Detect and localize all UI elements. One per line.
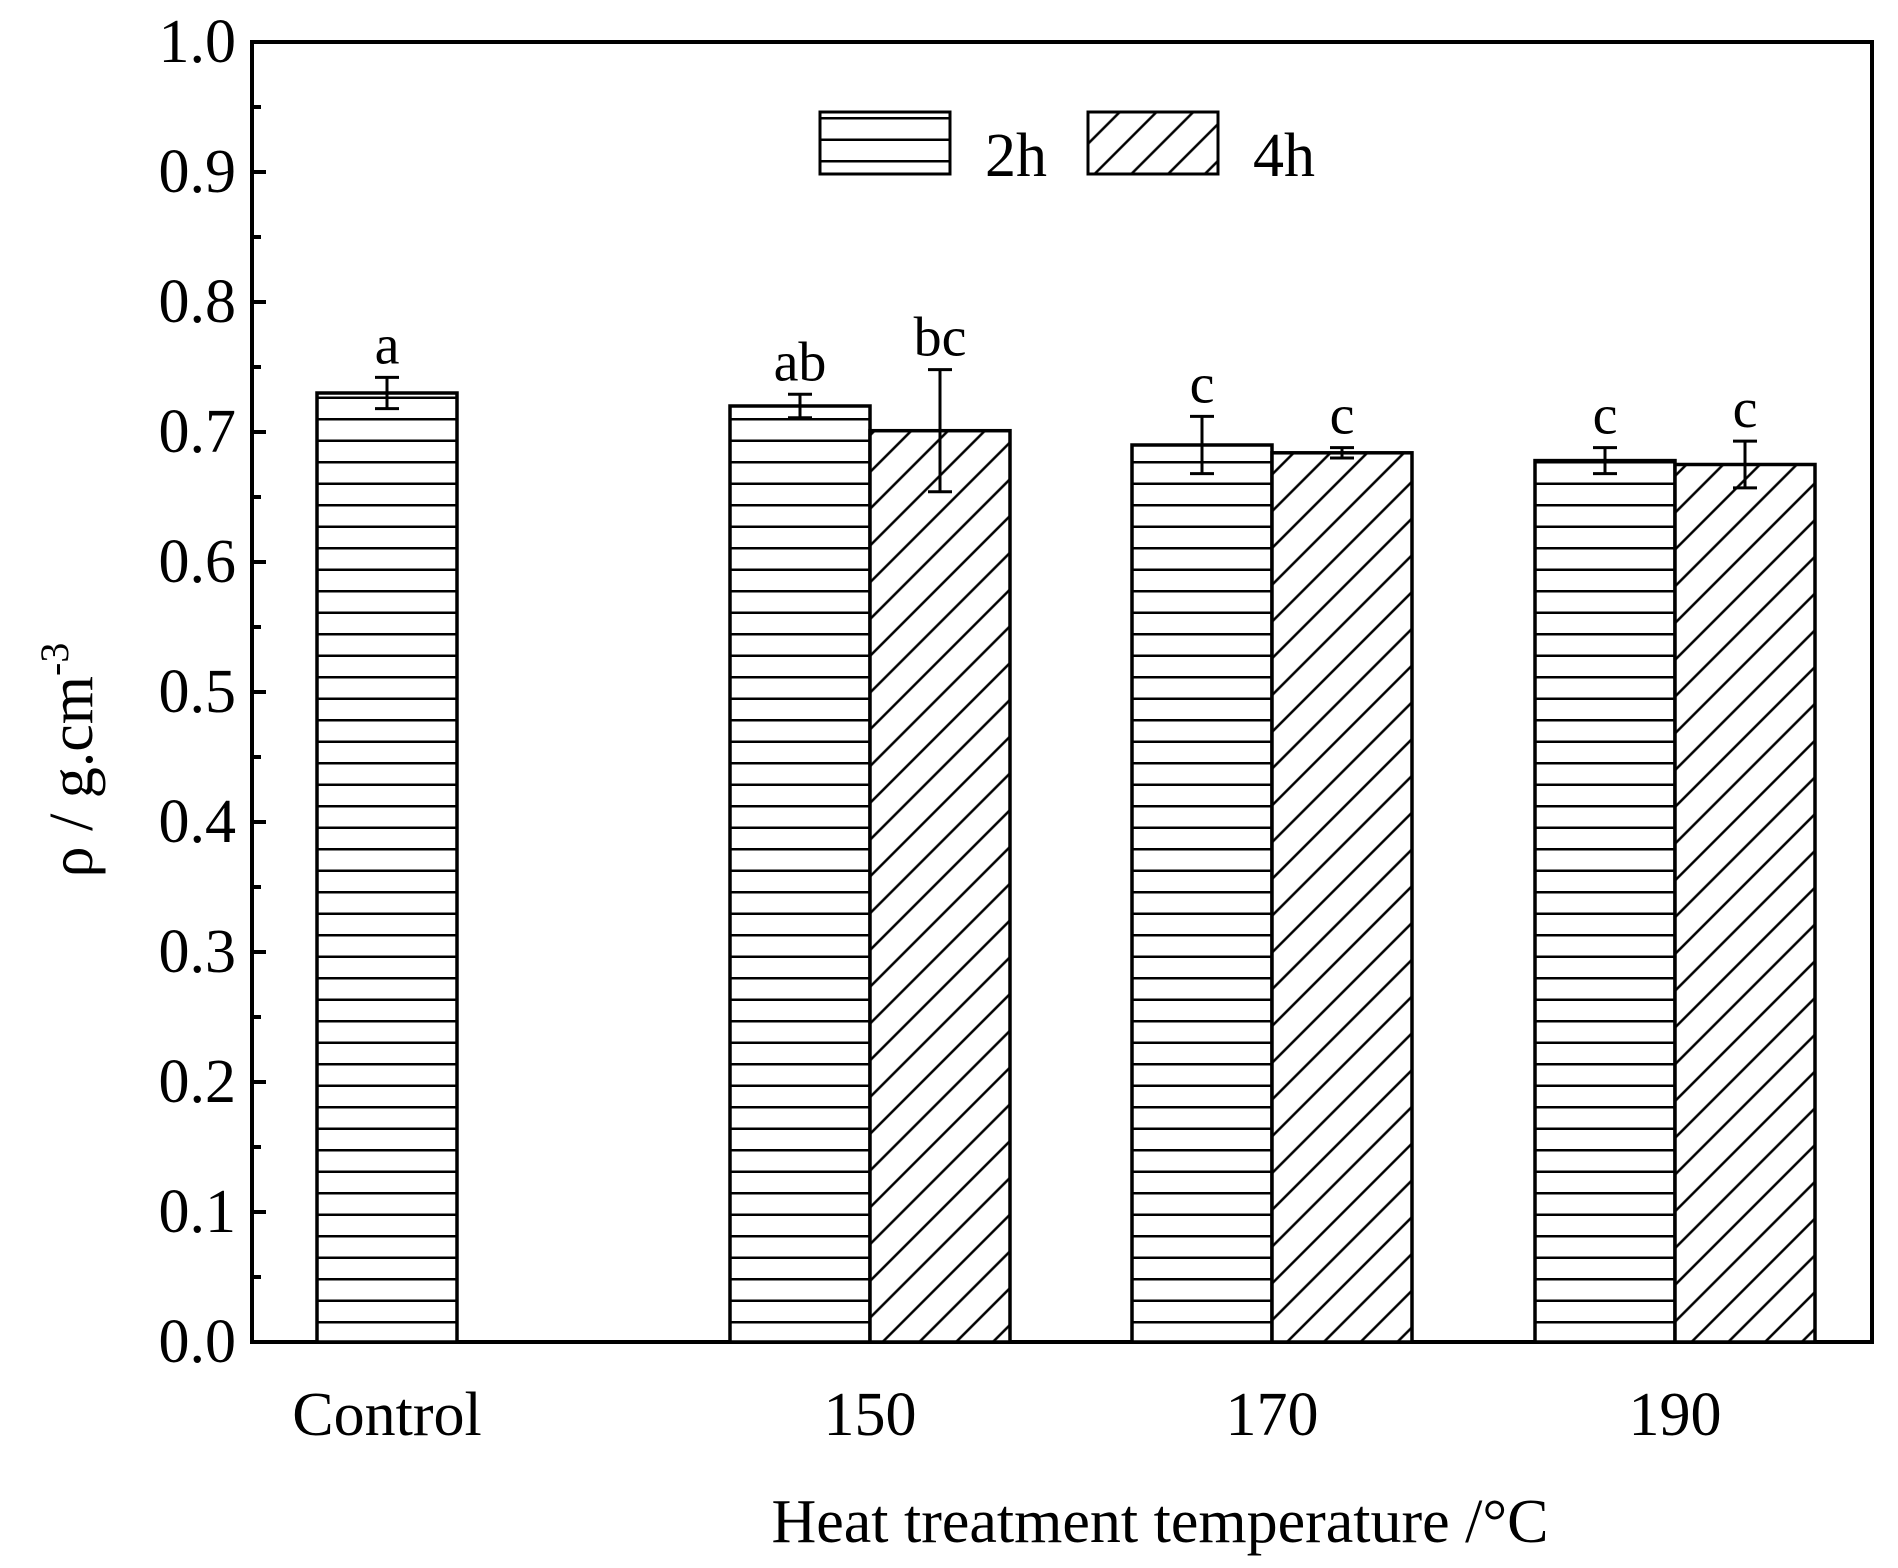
y-tick-label: 0.5 <box>159 658 237 726</box>
bar-4h-150 <box>868 428 1012 1344</box>
x-tick-label: Control <box>292 1381 481 1449</box>
bar-2h-150 <box>728 404 872 1344</box>
significance-label: c <box>1190 353 1215 415</box>
y-tick-label: 0.8 <box>159 268 237 336</box>
x-axis-title: Heat treatment temperature /°C <box>771 1488 1548 1556</box>
bar-4h-170 <box>1270 451 1414 1344</box>
y-tick-label: 0.6 <box>159 528 237 596</box>
legend-label-2h: 2h <box>985 122 1047 190</box>
x-tick-label: 190 <box>1629 1381 1722 1449</box>
y-tick-label: 0.0 <box>159 1308 237 1376</box>
y-axis: 0.0 0.1 0.2 0.3 0.4 0.5 0.6 0.7 0.8 0.9 1.0 <box>159 8 266 1376</box>
significance-label: c <box>1733 378 1758 440</box>
y-tick-label: 0.7 <box>159 398 237 466</box>
x-tick-label: 170 <box>1226 1381 1319 1449</box>
y-tick-label: 0.2 <box>159 1048 237 1116</box>
y-tick-label: 1.0 <box>159 8 237 76</box>
significance-labels-layer: a ab bc c c c c <box>375 307 1758 447</box>
y-axis-title-main: ρ / g.cm <box>38 676 106 877</box>
bars-layer <box>315 391 1817 1344</box>
x-axis: Control 150 170 190 <box>292 1381 1721 1449</box>
bar-2h-170 <box>1130 443 1274 1344</box>
y-tick-label: 0.3 <box>159 918 237 986</box>
legend-label-4h: 4h <box>1253 122 1315 190</box>
significance-label: a <box>375 314 400 376</box>
significance-label: ab <box>774 331 827 393</box>
significance-label: bc <box>914 307 967 369</box>
bar-4h-190 <box>1673 462 1817 1344</box>
legend-swatch-2h <box>818 110 952 176</box>
y-tick-label: 0.9 <box>159 138 237 206</box>
x-tick-label: 150 <box>824 1381 917 1449</box>
y-axis-title-superscript: -3 <box>32 643 77 676</box>
error-bars-layer <box>375 368 1757 494</box>
significance-label: c <box>1593 385 1618 447</box>
y-axis-title: ρ / g.cm-3 <box>32 643 106 878</box>
bar-2h-Control <box>315 391 459 1344</box>
bar-2h-190 <box>1533 458 1677 1344</box>
legend-swatch-4h <box>1086 110 1220 176</box>
legend: 2h 4h <box>818 110 1315 190</box>
y-tick-label: 0.1 <box>159 1178 237 1246</box>
significance-label: c <box>1330 385 1355 447</box>
y-tick-label: 0.4 <box>159 788 237 856</box>
